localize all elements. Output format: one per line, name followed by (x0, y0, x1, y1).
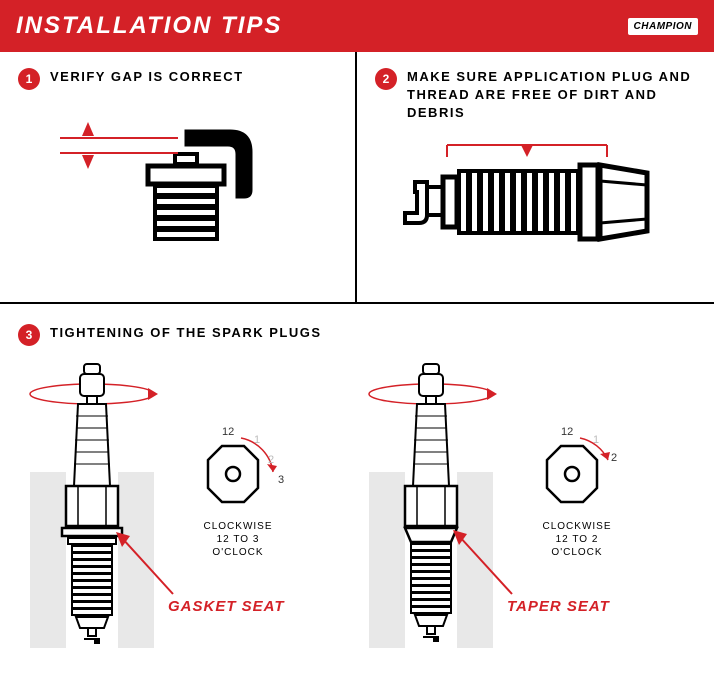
panel-step-2: 2 Make sure application plug and thread … (357, 52, 714, 302)
panel-step-3: 3 Tightening of the spark plugs (0, 304, 714, 684)
clock-number-12: 12 (222, 426, 234, 438)
clock-number-2: 2 (268, 454, 274, 466)
step-head-3: 3 Tightening of the spark plugs (18, 324, 696, 346)
brand-logo: CHAMPION (628, 18, 698, 35)
spark-plugs-row: 12 1 2 3 CLOCKWISE 12 TO 3 O'CLOCK GASKE… (18, 356, 696, 686)
clock-text-line-2: 12 TO 2 O'CLOCK (551, 534, 602, 558)
panel-step-1: 1 Verify gap is correct (0, 52, 357, 302)
step-head-2: 2 Make sure application plug and thread … (375, 68, 696, 123)
gasket-seat-column: 12 1 2 3 CLOCKWISE 12 TO 3 O'CLOCK GASKE… (18, 356, 357, 686)
step-text: Tightening of the spark plugs (50, 324, 322, 342)
clock-text-line-2: 12 TO 3 O'CLOCK (212, 534, 263, 558)
clock-text-line-1: CLOCKWISE (542, 521, 611, 532)
clock-label: CLOCKWISE 12 TO 3 O'CLOCK (198, 520, 278, 559)
spark-plug-thread-diagram (387, 137, 677, 277)
taper-spark-plug-diagram (357, 356, 697, 666)
clock-number-1: 1 (254, 434, 260, 446)
step-number-badge: 3 (18, 324, 40, 346)
step-text: Verify gap is correct (50, 68, 244, 86)
gasket-seat-label: GASKET SEAT (168, 598, 285, 615)
spark-plug-gap-diagram (50, 112, 300, 282)
step-number-badge: 2 (375, 68, 397, 90)
taper-seat-label: TAPER SEAT (507, 598, 610, 615)
gasket-spark-plug-diagram (18, 356, 358, 666)
step-head-1: 1 Verify gap is correct (18, 68, 337, 90)
top-panels-row: 1 Verify gap is correct 2 Make su (0, 52, 714, 302)
taper-seat-column: 12 1 2 CLOCKWISE 12 TO 2 O'CLOCK TAPER S… (357, 356, 696, 686)
step-number-badge: 1 (18, 68, 40, 90)
header-bar: INSTALLATION TIPS CHAMPION (0, 0, 714, 52)
header-title: INSTALLATION TIPS (16, 12, 282, 40)
clock-number-12: 12 (561, 426, 573, 438)
clock-label: CLOCKWISE 12 TO 2 O'CLOCK (537, 520, 617, 559)
clock-number-2: 2 (611, 452, 617, 464)
clock-text-line-1: CLOCKWISE (203, 521, 272, 532)
clock-number-1: 1 (593, 434, 599, 446)
step-text: Make sure application plug and thread ar… (407, 68, 696, 123)
brand-logo-text: CHAMPION (634, 21, 692, 32)
clock-number-3: 3 (278, 474, 284, 486)
